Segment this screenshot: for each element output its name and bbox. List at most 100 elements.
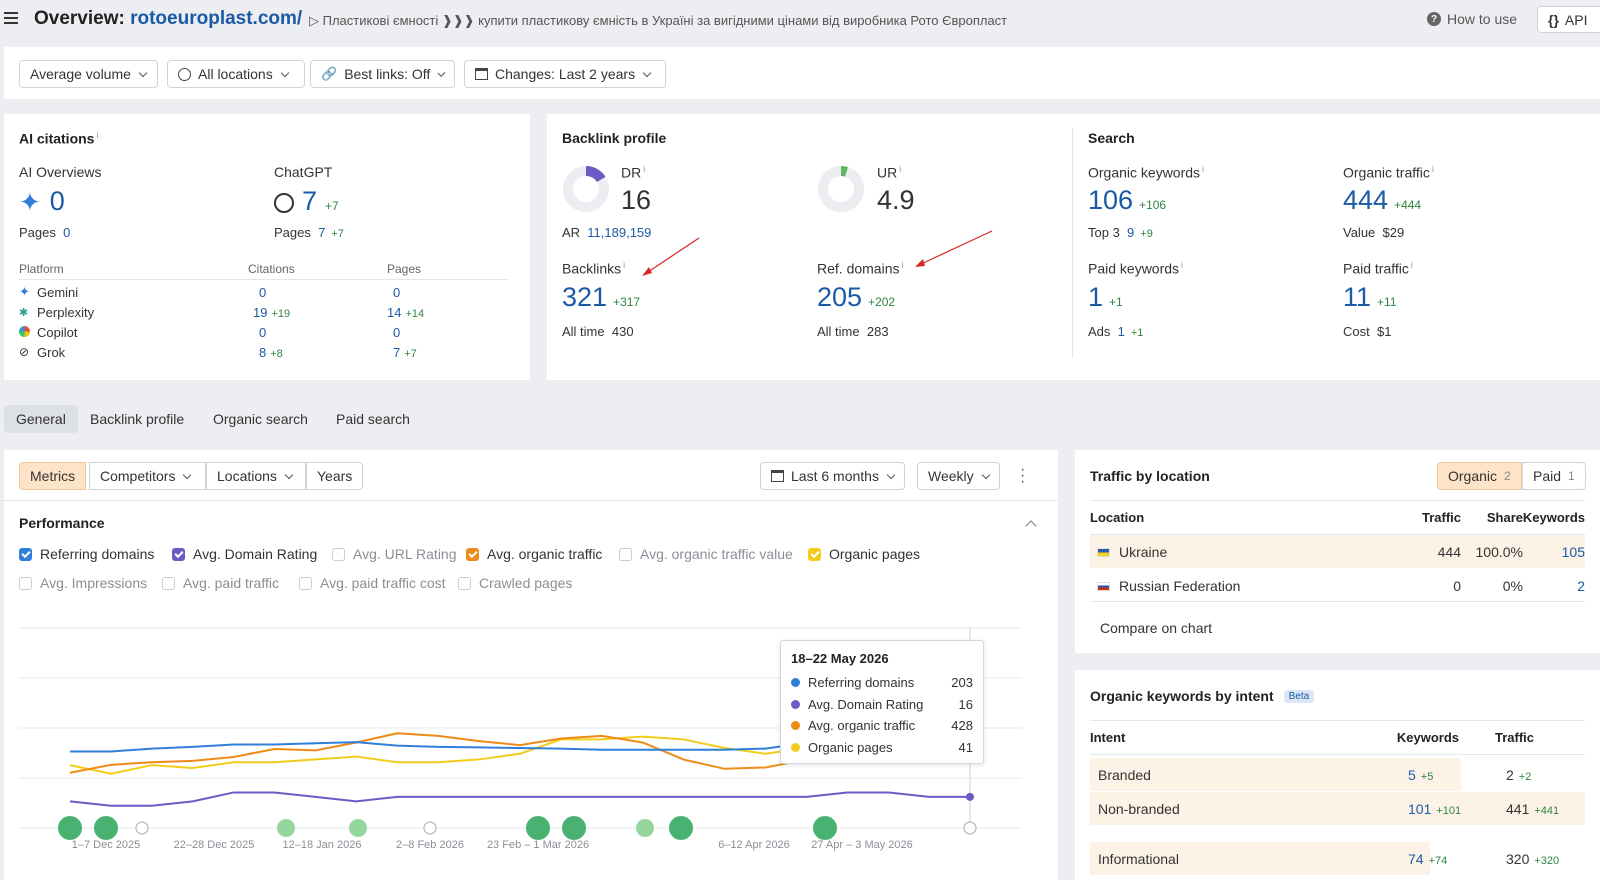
intent-traffic-delta: +320: [1534, 855, 1560, 867]
tab-paid-search[interactable]: Paid search: [336, 411, 410, 427]
google-update-icon[interactable]: [135, 821, 149, 835]
event-marker[interactable]: [669, 816, 693, 840]
series-line-avg-domain-rating: [69, 791, 970, 807]
intent-row[interactable]: Non-branded 101 +101 441 +441: [1090, 792, 1585, 825]
checkbox-label: Avg. paid traffic cost: [320, 575, 446, 591]
metric-checkbox[interactable]: Avg. Domain Rating: [172, 546, 317, 562]
metric-checkbox[interactable]: Crawled pages: [458, 575, 572, 591]
organic-traffic-value[interactable]: 444: [1343, 185, 1389, 215]
help-icon: ?: [1427, 12, 1441, 26]
event-marker[interactable]: [636, 819, 654, 837]
event-marker[interactable]: [277, 819, 295, 837]
volume-dropdown[interactable]: Average volume: [19, 60, 158, 88]
tab-paid[interactable]: Paid 1: [1522, 462, 1586, 490]
event-marker[interactable]: [562, 816, 586, 840]
metric-checkbox[interactable]: Avg. Impressions: [19, 575, 147, 591]
organic-traffic-delta: +444: [1394, 198, 1422, 212]
location-row[interactable]: Ukraine 444 100.0% 105: [1090, 535, 1585, 568]
domain-link[interactable]: rotoeuroplast.com/: [130, 8, 303, 29]
intent-keywords[interactable]: 101: [1408, 801, 1432, 817]
intent-row[interactable]: Informational 74 +74 320 +320: [1090, 842, 1559, 875]
calendar-icon: [771, 470, 784, 482]
metric-checkbox[interactable]: Avg. paid traffic cost: [299, 575, 446, 591]
google-update-icon[interactable]: [963, 821, 977, 835]
organic-keywords-value[interactable]: 106: [1088, 185, 1134, 215]
platform-citations[interactable]: 0: [259, 284, 267, 300]
tab-locations[interactable]: Locations: [206, 462, 306, 490]
metric-checkbox[interactable]: Avg. paid traffic: [162, 575, 279, 591]
period-dropdown[interactable]: Last 6 months: [760, 462, 905, 490]
intent-table-header: Intent Keywords Traffic: [1090, 730, 1585, 748]
intent-keywords[interactable]: 5: [1408, 767, 1416, 783]
metric-checkbox[interactable]: Avg. organic traffic: [466, 546, 602, 562]
event-marker[interactable]: [94, 816, 118, 840]
platform-citations[interactable]: 8: [259, 344, 267, 360]
performance-card: Metrics Competitors Locations Years Last…: [4, 450, 1058, 880]
paid-keywords-label: Paid keywords: [1088, 260, 1180, 277]
platform-pages[interactable]: 14: [387, 304, 402, 320]
top3-value[interactable]: 9: [1127, 225, 1135, 240]
annotation-arrows: [642, 230, 993, 276]
interval-dropdown[interactable]: Weekly: [917, 462, 1000, 490]
google-update-icon[interactable]: [423, 821, 437, 835]
location-keywords[interactable]: 105: [1561, 544, 1585, 560]
best-links-dropdown[interactable]: 🔗 Best links: Off: [310, 60, 455, 88]
paid-keywords-value[interactable]: 1: [1088, 282, 1104, 312]
chatgpt-value[interactable]: 7: [302, 186, 318, 216]
metric-checkbox[interactable]: Avg. organic traffic value: [619, 546, 793, 562]
platform-pages[interactable]: 0: [393, 284, 401, 300]
divider: [1090, 500, 1585, 501]
api-button[interactable]: {} API: [1537, 6, 1600, 33]
tab-metrics[interactable]: Metrics: [19, 462, 87, 490]
chatgpt-pages[interactable]: 7: [318, 225, 326, 240]
col-keywords: Keywords: [1522, 510, 1585, 525]
locations-dropdown[interactable]: All locations: [167, 60, 305, 88]
col-intent: Intent: [1090, 730, 1126, 745]
hamburger-icon[interactable]: [4, 12, 18, 24]
intent-keywords-delta: +5: [1420, 771, 1434, 783]
tab-organic-search[interactable]: Organic search: [213, 411, 308, 427]
changes-dropdown[interactable]: Changes: Last 2 years: [464, 60, 666, 88]
chevron-down-icon: [284, 470, 294, 479]
intent-traffic: 441: [1506, 801, 1530, 817]
ar-value[interactable]: 11,189,159: [587, 225, 652, 240]
how-to-use-link[interactable]: ? How to use: [1427, 11, 1517, 27]
event-marker[interactable]: [349, 819, 367, 837]
collapse-icon[interactable]: [1025, 520, 1037, 532]
intent-row[interactable]: Branded 5 +5 2 +2: [1090, 758, 1585, 791]
compare-on-chart-button[interactable]: Compare on chart: [1100, 620, 1213, 636]
location-keywords[interactable]: 2: [1577, 578, 1585, 594]
tab-general[interactable]: General: [4, 405, 78, 433]
ads-value[interactable]: 1: [1117, 324, 1125, 339]
tab-years[interactable]: Years: [306, 462, 364, 490]
series-end-point[interactable]: [966, 792, 974, 801]
pages-delta: +14: [405, 307, 425, 320]
refdomains-value[interactable]: 205: [817, 282, 863, 312]
metric-checkbox[interactable]: Referring domains: [19, 546, 154, 562]
intent-traffic: 2: [1506, 767, 1514, 783]
refdomains-delta: +202: [868, 295, 896, 309]
x-tick-label: 1–7 Dec 2025: [72, 839, 141, 851]
event-marker[interactable]: [58, 816, 82, 840]
tab-backlink-profile[interactable]: Backlink profile: [90, 411, 185, 427]
dr-donut: [563, 166, 609, 212]
col-location: Location: [1090, 510, 1145, 525]
platform-citations[interactable]: 19: [253, 304, 268, 320]
backlinks-value[interactable]: 321: [562, 282, 608, 312]
tab-organic[interactable]: Organic 2: [1437, 462, 1522, 490]
platform-pages[interactable]: 0: [393, 324, 401, 340]
ai-overviews-pages[interactable]: 0: [63, 225, 71, 240]
metric-checkbox[interactable]: Avg. URL Rating: [332, 546, 457, 562]
platform-pages[interactable]: 7: [393, 344, 401, 360]
platform-citations[interactable]: 0: [259, 324, 267, 340]
location-row[interactable]: Russian Federation 0 0% 2: [1090, 569, 1585, 602]
event-marker[interactable]: [813, 816, 837, 840]
tooltip-row: Avg. Domain Rating 16: [791, 694, 973, 716]
event-marker[interactable]: [526, 816, 550, 840]
tab-competitors[interactable]: Competitors: [89, 462, 206, 490]
col-pages: Pages: [387, 262, 422, 276]
metric-checkbox[interactable]: Organic pages: [808, 546, 920, 562]
intent-keywords[interactable]: 74: [1408, 851, 1424, 867]
more-icon[interactable]: · · ·: [1020, 461, 1026, 490]
paid-traffic-value[interactable]: 11: [1343, 282, 1372, 312]
